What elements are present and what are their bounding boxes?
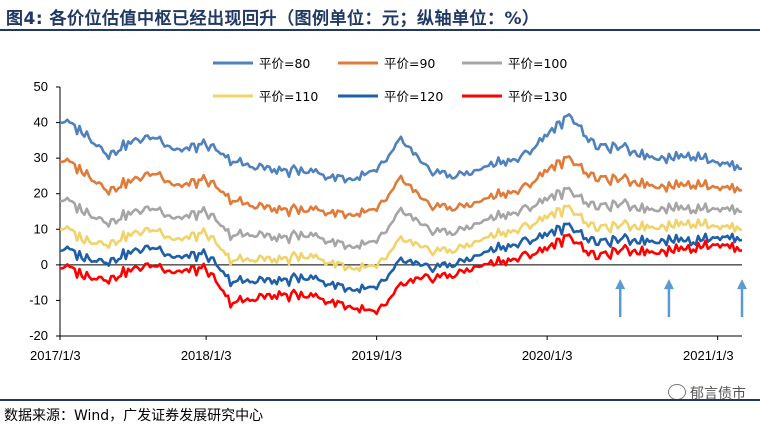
legend-item-2: 平价=90 [338, 56, 435, 71]
series-line-5 [59, 222, 743, 294]
annotation-arrow-1 [615, 279, 626, 318]
annotation-arrow-3 [737, 279, 747, 318]
chart-axes: -20 -10 0 10 20 30 40 50 2017/1/3 2018/1/3 2019/1/… [29, 79, 742, 362]
series-layer [59, 113, 743, 316]
series-line-4 [59, 204, 743, 273]
chart-title: 图4: 各价位估值中枢已经出现回升（图例单位：元；纵轴单位：%） [6, 9, 540, 29]
watermark-text: 郁言债市 [690, 386, 746, 402]
legend: 平价=80 平价=90 平价=100 平价=110 平价=120 平价=130 [213, 56, 567, 104]
source-note: 数据来源：Wind，广发证券发展研究中心 [4, 408, 264, 424]
x-tick-label: 2020/1/3 [522, 348, 573, 362]
footer-divider [0, 399, 760, 401]
x-tick-label: 2018/1/3 [181, 348, 232, 362]
x-tick-label: 2021/1/3 [683, 348, 734, 362]
series-line-3 [59, 186, 743, 251]
annotation-layer [615, 279, 747, 318]
legend-label: 平价=130 [508, 89, 567, 104]
title-divider [0, 29, 760, 31]
y-tick-label: 0 [41, 257, 48, 272]
series-line-2 [59, 155, 743, 220]
y-tick-label: 50 [34, 79, 48, 94]
legend-item-1: 平价=80 [213, 56, 310, 71]
series-line-6 [59, 233, 742, 316]
y-tick-label: 30 [34, 150, 48, 165]
x-tick-label: 2019/1/3 [351, 348, 402, 362]
legend-label: 平价=110 [259, 89, 318, 104]
line-chart: -20 -10 0 10 20 30 40 50 2017/1/3 2018/1/3 2019/1/… [29, 56, 747, 362]
annotation-arrow-2 [663, 279, 674, 318]
y-tick-label: -20 [29, 328, 48, 343]
y-tick-label: 10 [34, 221, 48, 236]
legend-item-6: 平价=130 [462, 89, 567, 104]
y-tick-label: -10 [29, 292, 48, 307]
x-tick-label: 2017/1/3 [30, 348, 81, 362]
legend-label: 平价=120 [384, 89, 443, 104]
legend-item-5: 平价=120 [338, 89, 443, 104]
series-line-1 [59, 113, 742, 184]
y-tick-label: 40 [34, 115, 48, 130]
legend-label: 平价=100 [508, 56, 567, 71]
legend-item-4: 平价=110 [213, 89, 318, 104]
legend-label: 平价=80 [259, 56, 310, 71]
legend-label: 平价=90 [384, 56, 435, 71]
legend-item-3: 平价=100 [462, 56, 567, 71]
y-tick-label: 20 [34, 186, 48, 201]
wechat-icon [668, 384, 686, 400]
